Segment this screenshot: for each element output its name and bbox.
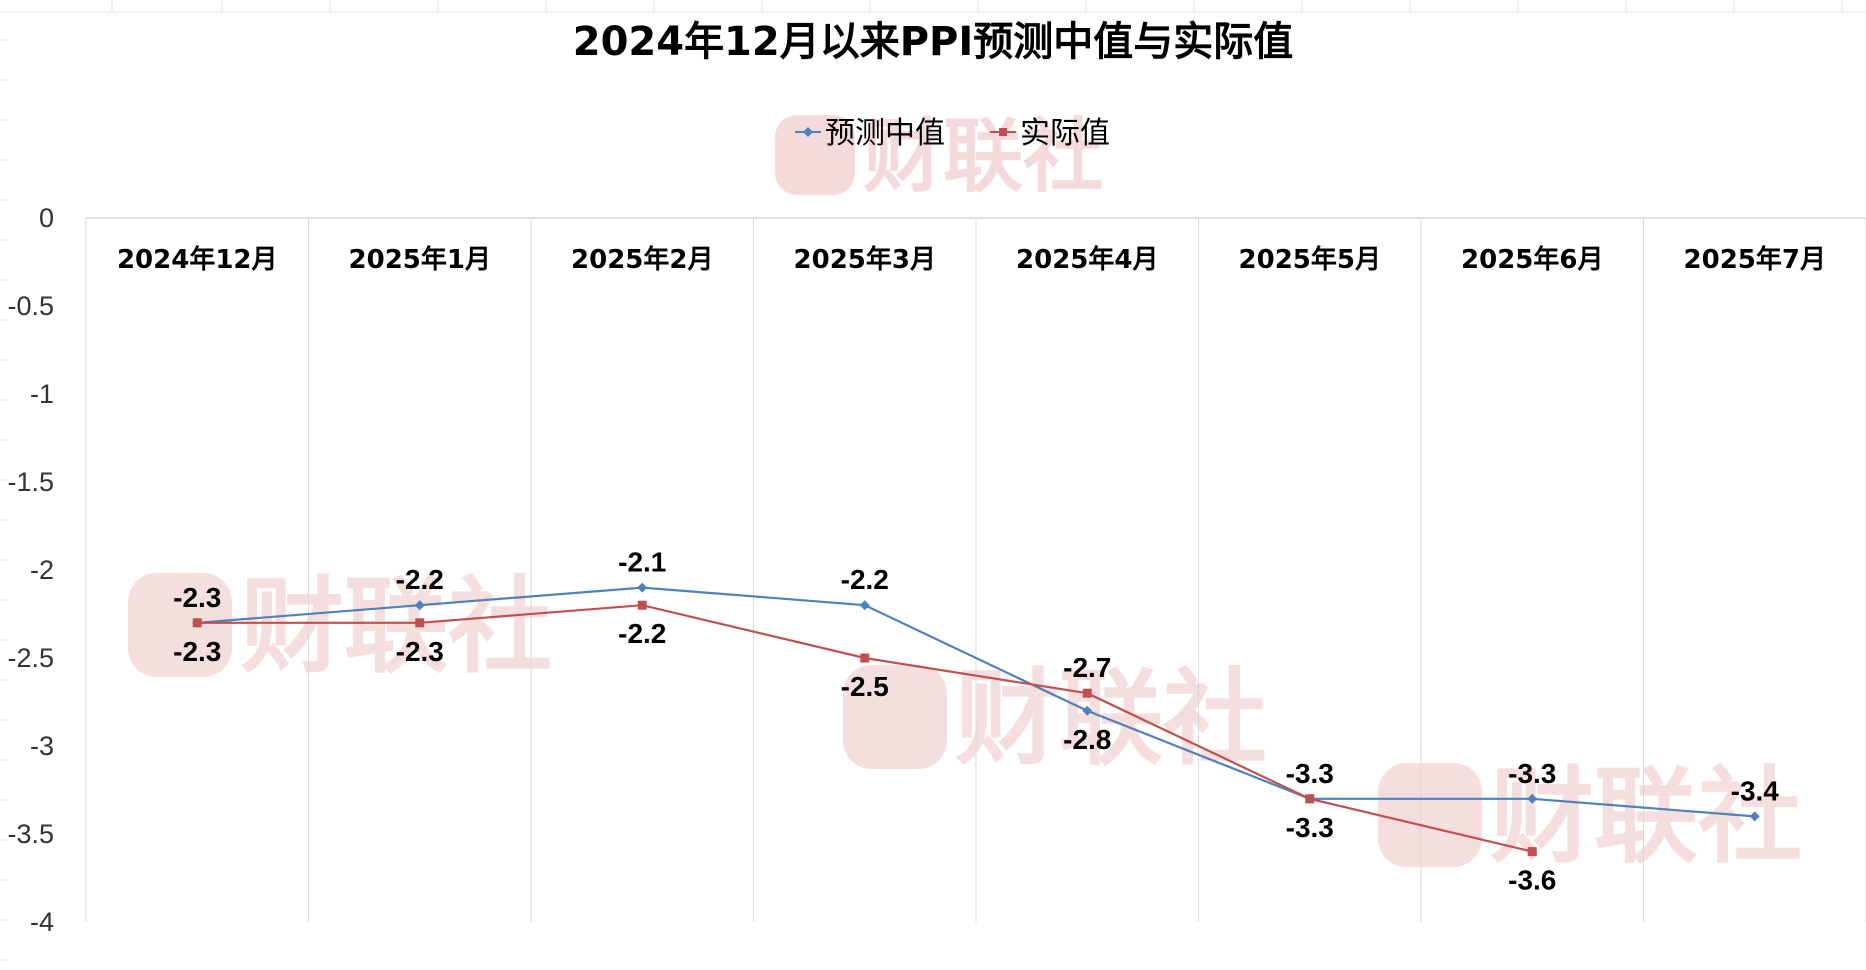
x-tick-label: 2025年5月 [1239,244,1381,275]
y-tick-label: 0 [39,203,54,233]
legend: 预测中值 实际值 [795,116,1110,151]
data-label-forecast: -2.8 [1063,724,1111,755]
x-tick-label: 2025年3月 [794,244,936,275]
data-label-actual: -2.3 [173,636,221,667]
x-tick-label: 2025年6月 [1461,244,1603,275]
data-point-diamond [1527,793,1538,804]
y-tick-label: -1.5 [7,467,54,497]
data-labels: -2.3 -2.3 -2.2 -2.3 -2.1 -2.2 -2.2 -2.5 -2.8 -2.7… [173,547,1779,896]
watermark-logo-icon [1378,763,1482,867]
x-tick-label: 2025年7月 [1684,244,1826,275]
data-label-forecast: -2.2 [841,564,889,595]
watermark-text: 财联社 [955,657,1267,779]
series-lines [192,582,1760,857]
legend-marker-square [999,128,1007,136]
data-label-actual: -2.3 [396,636,444,667]
data-point-square [860,653,870,663]
data-label-forecast: -3.3 [1286,758,1334,789]
y-tick-label: -2.5 [7,643,54,673]
watermark-logo-icon [775,115,855,195]
legend-marker-diamond [803,127,813,137]
data-point-square [415,618,425,628]
y-tick-label: -3 [30,731,54,761]
x-axis-ticks: 2024年12月 2025年1月 2025年2月 2025年3月 2025年4月 2025… [117,244,1826,275]
legend-item-1: 实际值 [990,116,1110,151]
data-point-diamond [1749,811,1760,822]
data-point-square [637,600,647,610]
data-label-forecast: -2.3 [173,582,221,613]
plot-gridlines [85,217,1866,922]
x-tick-label: 2024年12月 [117,244,278,275]
data-point-diamond [1082,705,1093,716]
legend-item-0: 预测中值 [795,116,945,151]
watermark-0: 财联社 [775,110,1103,203]
chart-title: 2024年12月以来PPI预测中值与实际值 [573,19,1294,65]
watermark-2: 财联社 [843,657,1267,779]
data-point-square [192,618,202,628]
watermark-text: 财联社 [863,110,1103,203]
y-tick-label: -1 [30,379,54,409]
data-label-actual: -3.6 [1508,865,1556,896]
y-tick-label: -0.5 [7,291,54,321]
x-tick-label: 2025年4月 [1016,244,1158,275]
legend-label-1: 实际值 [1020,116,1110,151]
data-label-actual: -2.2 [618,618,666,649]
y-axis-ticks: 0 -0.5 -1 -1.5 -2 -2.5 -3 -3.5 -4 [7,203,54,937]
data-point-diamond [859,600,870,611]
data-label-actual: -3.3 [1286,812,1334,843]
x-tick-label: 2025年2月 [571,244,713,275]
data-label-forecast: -3.3 [1508,758,1556,789]
data-point-diamond [414,600,425,611]
series-line-0 [197,586,1755,818]
legend-label-0: 预测中值 [825,116,945,151]
watermark-logo-icon [843,665,947,769]
watermark-text: 财联社 [240,565,552,687]
data-point-square [1305,794,1315,804]
x-tick-label: 2025年1月 [349,244,491,275]
y-tick-label: -3.5 [7,819,54,849]
data-point-square [1082,688,1092,698]
data-point-diamond [637,582,648,593]
watermark-logo-icon [128,573,232,677]
data-label-forecast: -2.2 [396,564,444,595]
data-label-actual: -2.7 [1063,652,1111,683]
watermark-1: 财联社 [128,565,552,687]
y-tick-label: -4 [30,907,54,937]
data-label-actual: -2.5 [841,671,889,702]
data-label-forecast: -2.1 [618,547,666,578]
data-point-square [1527,847,1537,857]
watermark-3: 财联社 [1378,755,1802,877]
y-tick-label: -2 [30,555,54,585]
data-label-forecast: -3.4 [1731,775,1780,806]
